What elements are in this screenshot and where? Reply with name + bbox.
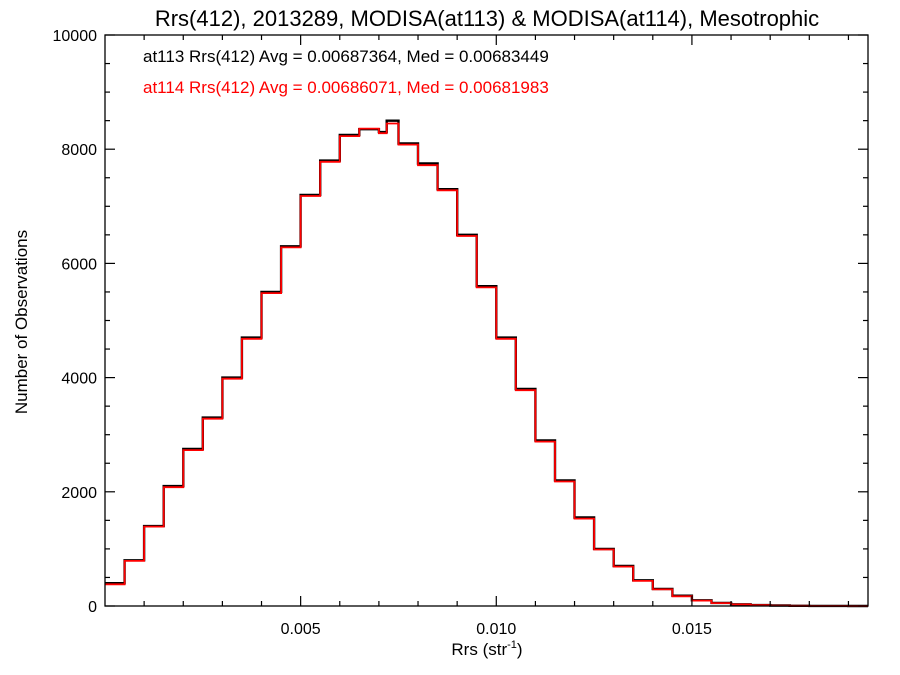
x-axis-title: Rrs (str-1)	[451, 639, 522, 659]
x-tick-label: 0.005	[281, 621, 321, 638]
y-axis-label: Number of Observations	[12, 230, 31, 414]
series-layer	[105, 119, 868, 608]
y-tick-label: 10000	[53, 28, 98, 45]
annotation-at113: at113 Rrs(412) Avg = 0.00687364, Med = 0…	[143, 47, 549, 66]
x-tick-label: 0.010	[476, 621, 516, 638]
series-line-at113	[105, 119, 868, 608]
x-axis-label: Rrs (str	[451, 640, 507, 659]
chart-title: Rrs(412), 2013289, MODISA(at113) & MODIS…	[155, 6, 819, 31]
x-tick-label: 0.015	[672, 621, 712, 638]
y-tick-label: 0	[88, 599, 97, 616]
y-tick-label: 4000	[61, 371, 97, 388]
plot-frame	[104, 34, 869, 607]
y-axis-title: Number of Observations	[12, 230, 31, 414]
y-tick-label: 2000	[61, 485, 97, 502]
y-tick-label: 8000	[61, 142, 97, 159]
series-line-at114	[105, 122, 868, 607]
x-axis-label-end: )	[517, 640, 523, 659]
tick-layer: 0.005 0.010 0.015 0 2000 4000 6000 8000 10000	[53, 28, 868, 638]
y-tick-label: 6000	[61, 256, 97, 273]
annotation-at114: at114 Rrs(412) Avg = 0.00686071, Med = 0…	[143, 78, 549, 97]
x-axis-label-superscript: -1	[507, 639, 517, 651]
